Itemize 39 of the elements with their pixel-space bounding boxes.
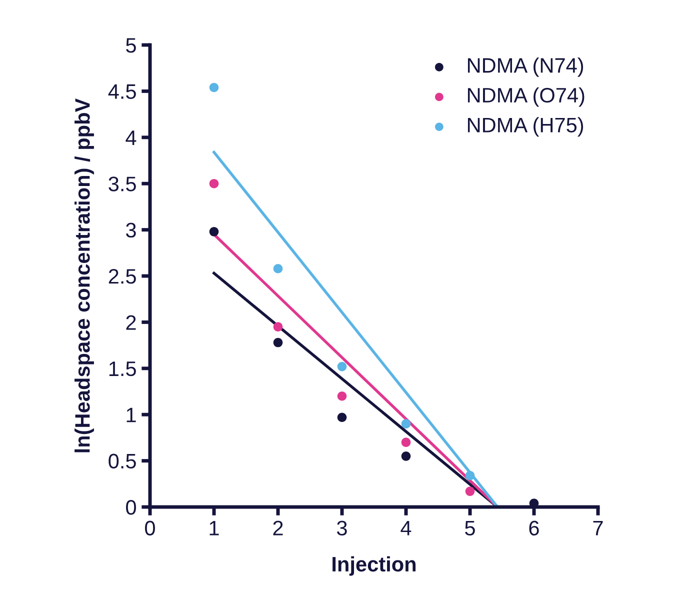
y-tick-label: 4.5 xyxy=(108,84,136,99)
x-tick-label: 0 xyxy=(145,520,155,536)
y-tick-label: 1.5 xyxy=(109,362,136,376)
y-tick-label: 0.5 xyxy=(108,454,136,469)
point xyxy=(337,362,347,372)
legend-label: NDMA (H75) xyxy=(468,117,584,137)
x-tick-label: 6 xyxy=(529,520,539,536)
point xyxy=(209,178,219,188)
y-tick-label: 2 xyxy=(126,315,136,330)
y-tick-label: 3.5 xyxy=(108,176,136,192)
point xyxy=(401,438,411,447)
point xyxy=(273,264,283,274)
point xyxy=(401,452,411,461)
x-axis-title: Injection xyxy=(332,556,416,576)
point xyxy=(337,391,347,401)
point xyxy=(529,498,539,507)
legend-label: NDMA (O74) xyxy=(468,87,584,107)
point xyxy=(337,412,347,422)
point xyxy=(209,82,219,92)
x-tick-label: 4 xyxy=(400,520,412,536)
y-tick-label: 0 xyxy=(126,500,136,515)
y-tick-label: 3 xyxy=(126,222,136,238)
y-tick-label: 5 xyxy=(126,38,136,53)
point xyxy=(401,419,411,428)
point xyxy=(465,486,475,496)
point xyxy=(273,322,283,332)
y-tick-label: 1 xyxy=(126,408,136,422)
x-tick-label: 2 xyxy=(273,520,283,536)
point xyxy=(209,226,219,236)
y-axis-title: ln(Headspace concentration) / ppbV xyxy=(74,98,94,452)
point xyxy=(273,338,283,348)
y-tick-label: 4 xyxy=(126,130,136,145)
x-tick-label: 7 xyxy=(593,520,603,536)
legend-label: NDMA (N74) xyxy=(468,58,584,77)
x-tick-label: 1 xyxy=(210,520,219,536)
x-tick-label: 3 xyxy=(337,520,347,536)
y-tick-label: 2.5 xyxy=(108,269,136,284)
point xyxy=(465,470,475,480)
x-tick-label: 5 xyxy=(465,520,475,536)
